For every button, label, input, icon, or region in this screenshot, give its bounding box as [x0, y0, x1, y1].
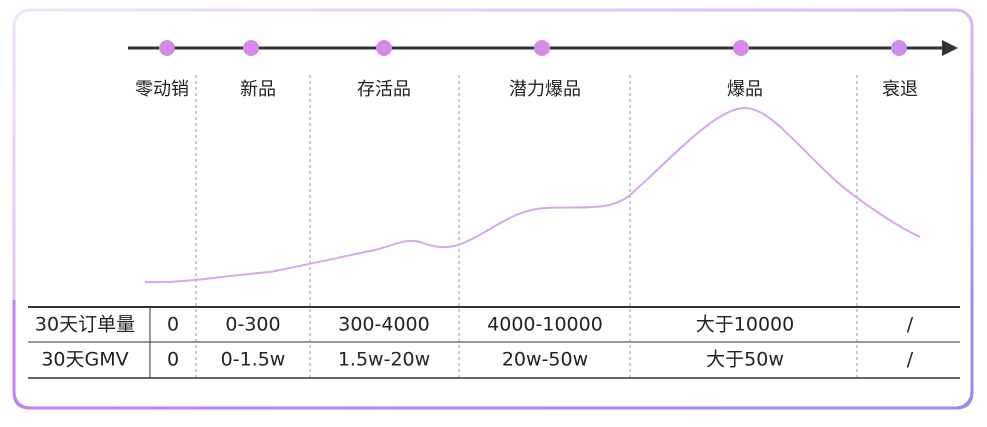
table-cell: 0 [167, 314, 179, 336]
stage-dot [891, 40, 907, 56]
card-border-accent [12, 300, 974, 410]
stage-label: 新品 [240, 79, 276, 100]
table-cell: 0-1.5w [221, 349, 286, 371]
table-cell: 1.5w-20w [338, 349, 430, 371]
card [12, 8, 974, 410]
lifecycle-curve [144, 106, 921, 284]
stage-label: 衰退 [882, 79, 918, 100]
table-cell: / [907, 349, 914, 371]
table-cell: 大于50w [706, 349, 784, 371]
table-cell: 4000-10000 [487, 314, 603, 336]
stage-dot [534, 40, 550, 56]
stage-label: 零动销 [135, 79, 189, 100]
stage-dot [159, 40, 175, 56]
stage-dots [159, 40, 907, 56]
table-cell: / [907, 314, 914, 336]
row-header: 30天订单量 [35, 314, 135, 336]
table-cell: 0 [167, 349, 179, 371]
stage-label: 潜力爆品 [509, 79, 581, 100]
table-cell: 大于10000 [696, 314, 794, 336]
table-cell: 0-300 [225, 314, 280, 336]
stage-label: 爆品 [727, 79, 763, 100]
table: 30天订单量 0 0-300 300-4000 4000-10000 大于10000 / 30… [35, 314, 914, 371]
stage-dot [243, 40, 259, 56]
stage-label: 存活品 [357, 79, 411, 100]
table-cell: 300-4000 [338, 314, 429, 336]
stage-dot [376, 40, 392, 56]
stage-dot [733, 40, 749, 56]
timeline-arrow [942, 40, 958, 56]
row-header: 30天GMV [41, 349, 128, 371]
table-cell: 20w-50w [502, 349, 588, 371]
stage-dividers [195, 75, 858, 378]
